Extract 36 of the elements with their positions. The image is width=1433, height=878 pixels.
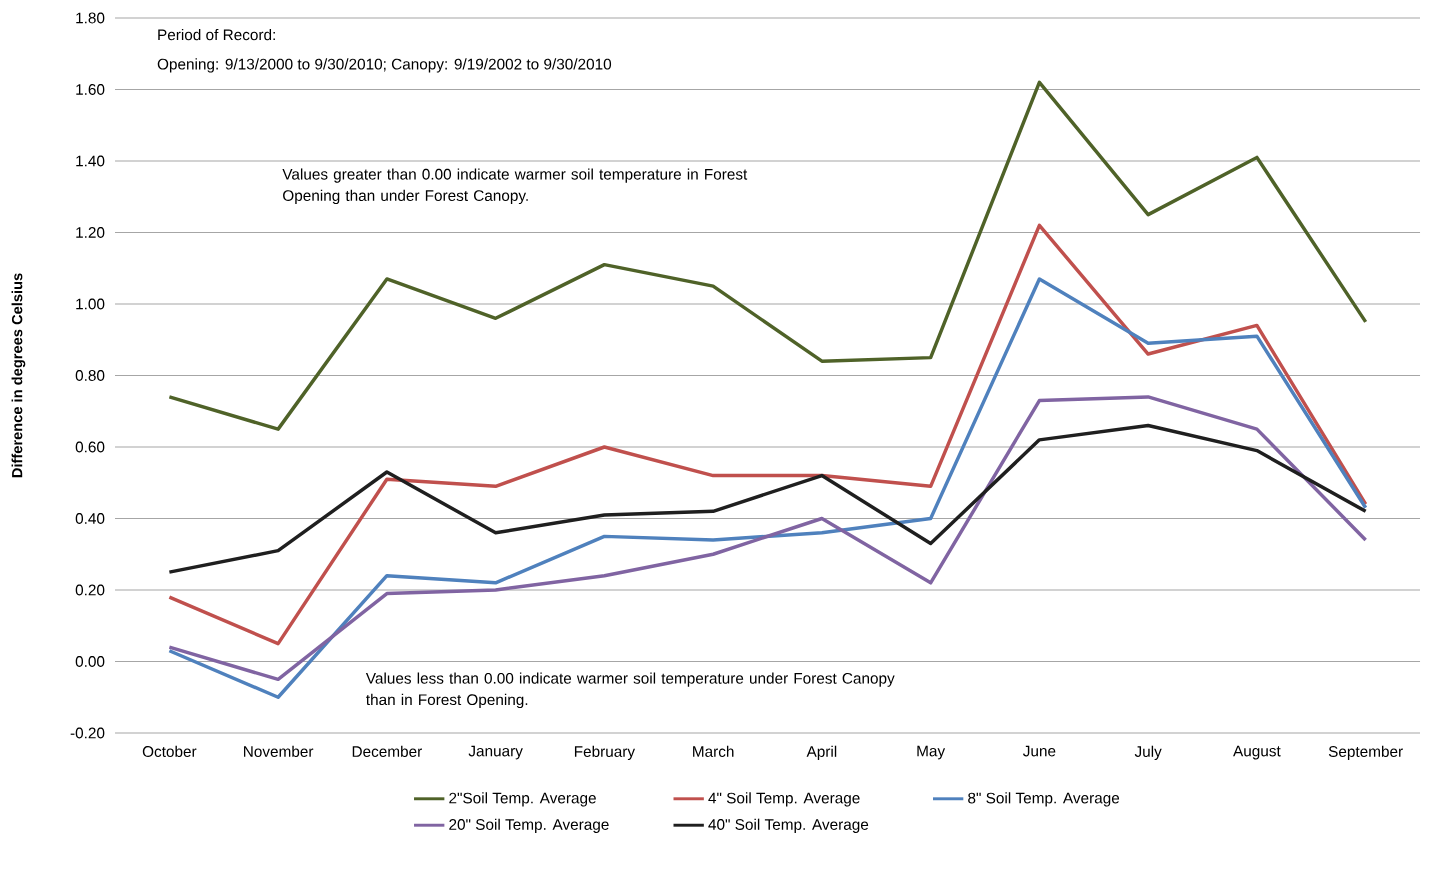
x-tick-label: May [917, 745, 946, 760]
x-tick-label: October [142, 745, 197, 757]
y-tick-label: 0.80 [75, 370, 105, 381]
x-tick-label: December [352, 745, 422, 757]
x-tick-label: February [574, 745, 636, 760]
legend-label: 2"Soil Temp. Average [449, 792, 596, 807]
y-tick-label: 0.60 [75, 441, 105, 453]
annotation: Period of Record: [158, 28, 275, 41]
y-tick-label: 0.20 [75, 584, 105, 596]
legend-label: 40" Soil Temp. Average [708, 818, 869, 833]
x-tick-label: January [468, 745, 523, 760]
legend-label: 20" Soil Temp. Average [449, 818, 609, 833]
x-tick-label: November [244, 745, 314, 757]
legend-label: 8" Soil Temp. Average [968, 792, 1120, 807]
x-tick-label: July [1134, 745, 1162, 760]
y-tick-label: -0.20 [70, 727, 105, 739]
x-tick-label: April [806, 745, 837, 760]
x-tick-label: March [693, 745, 734, 757]
annotation: Values less than 0.00 indicate warmer soil temperature under Forest Canopy than in Forest Opening. [365, 672, 895, 709]
y-tick-label: 1.60 [76, 84, 105, 95]
y-tick-label: 1.20 [76, 227, 105, 238]
x-tick-label: August [1233, 745, 1281, 760]
annotation: Opening: 9/13/2000 to 9/30/2010; Canopy: 9/19/2002 to 9/30/2010 [157, 58, 612, 73]
x-tick-label: September [1328, 745, 1403, 760]
y-axis-title: Difference in degrees Celsius [11, 273, 26, 478]
legend-label: 4" Soil Temp. Average [708, 792, 860, 807]
line-series [167, 223, 1368, 646]
y-tick-label: 1.80 [76, 12, 105, 24]
line-series [167, 423, 1368, 574]
x-tick-label: June [1023, 745, 1056, 757]
annotation: Values greater than 0.00 indicate warmer soil temperature in Forest Opening than under Forest Canopy. [282, 168, 748, 205]
y-tick-label: 1.00 [76, 298, 105, 310]
y-tick-label: 0.40 [75, 513, 105, 524]
y-tick-label: 1.40 [76, 155, 105, 167]
y-tick-label: 0.00 [75, 656, 105, 667]
line-series [167, 80, 1368, 431]
